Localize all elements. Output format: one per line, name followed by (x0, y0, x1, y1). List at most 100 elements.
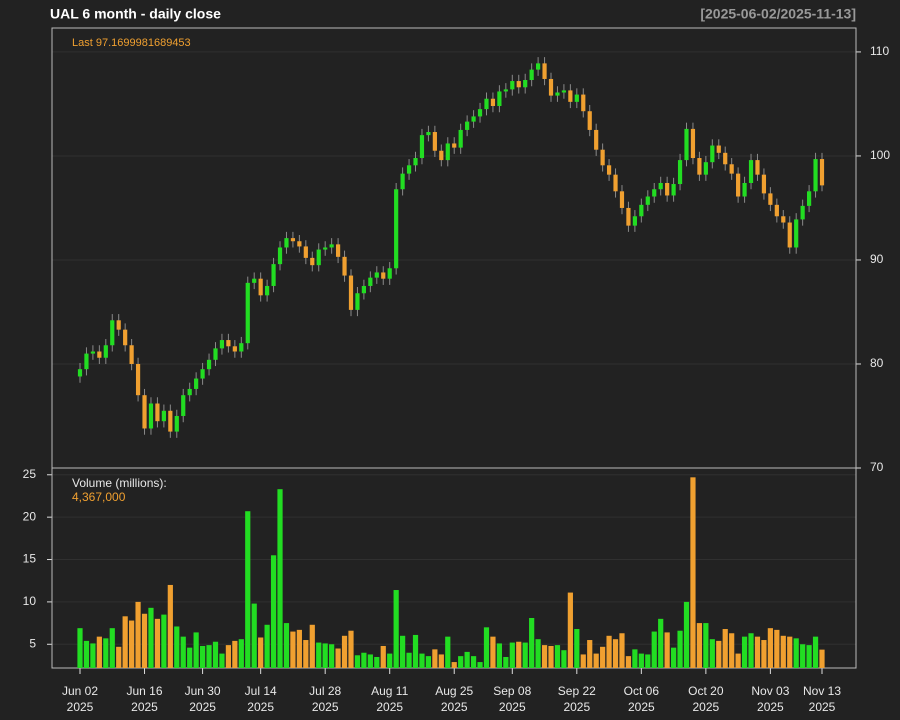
candle-body (329, 244, 334, 248)
volume-bar (561, 650, 567, 668)
y-tick-label: 70 (870, 460, 884, 474)
candle-body (277, 247, 283, 265)
volume-bar (716, 640, 722, 668)
volume-bar (606, 635, 612, 668)
volume-bar (270, 555, 277, 668)
candle-body (310, 257, 315, 266)
y-tick-label: 20 (23, 509, 37, 523)
candle-body (742, 182, 747, 197)
volume-bar (225, 645, 231, 668)
candle-body (445, 143, 450, 161)
candle-body (542, 63, 547, 79)
candle-body (271, 264, 276, 286)
candle-body (84, 353, 89, 370)
candle-body (813, 159, 818, 192)
candle-body (613, 174, 618, 192)
candle-body (206, 359, 212, 370)
volume-last: 4,367,000 (72, 490, 126, 504)
x-tick-label: Oct 20 2025 (688, 684, 724, 714)
volume-bar (419, 653, 425, 668)
volume-bar (245, 511, 251, 668)
x-tick-label: Jul 28 2025 (309, 684, 342, 714)
volume-bar (477, 662, 483, 668)
y-tick-label: 10 (23, 594, 37, 608)
volume-bar (251, 603, 257, 668)
candle-body (374, 272, 379, 278)
volume-bar (509, 642, 515, 668)
candle-body (187, 388, 192, 396)
volume-bar (658, 618, 664, 668)
volume-bar (651, 631, 657, 668)
candle-body (284, 238, 289, 248)
volume-bar (309, 624, 315, 668)
candle-body (755, 160, 760, 175)
volume-bar (754, 636, 761, 668)
candle-body (806, 191, 812, 206)
candle-body (265, 285, 270, 296)
candle-body (135, 363, 141, 396)
volume-bar (206, 645, 212, 668)
candle-body (800, 205, 805, 220)
candle-body (768, 193, 773, 205)
candle-body (652, 189, 657, 197)
volume-bar (600, 646, 606, 668)
x-tick-label: Jun 16 2025 (126, 684, 163, 714)
volume-bar (96, 636, 102, 668)
volume-bar (774, 629, 780, 668)
volume-bar (496, 643, 502, 668)
volume-bar (400, 635, 406, 668)
date-range: [2025-06-02/2025-11-13] (700, 6, 856, 22)
candle-body (716, 145, 721, 153)
candle-body (361, 285, 366, 294)
volume-bar (677, 630, 683, 668)
candle-body (200, 369, 205, 379)
volume-bar (593, 653, 599, 668)
volume-bar (129, 620, 135, 668)
volume-bar (632, 649, 638, 668)
candle-body (587, 111, 592, 130)
candle-body (323, 247, 328, 250)
volume-bar (735, 653, 741, 668)
y-tick-label: 90 (870, 252, 884, 266)
candle-body (729, 164, 734, 174)
volume-bar (277, 489, 283, 668)
candle-body (723, 152, 728, 165)
volume-bar (374, 656, 380, 668)
volume-bar (722, 629, 728, 668)
x-tick-label: Aug 11 2025 (371, 684, 409, 714)
volume-bar (664, 632, 670, 668)
chart-title: UAL 6 month - daily close (50, 6, 221, 22)
x-tick-label: Aug 25 2025 (435, 684, 474, 714)
volume-bar (135, 601, 141, 668)
candle-body (548, 78, 554, 96)
candle-body (303, 246, 308, 258)
volume-bar (109, 628, 115, 668)
candle-body (645, 196, 650, 205)
candle-body (129, 345, 134, 364)
volume-bar (541, 645, 548, 668)
candle-body (819, 159, 825, 186)
candle-body (413, 158, 418, 166)
volume-bar (290, 631, 296, 668)
candle-body (490, 98, 496, 107)
volume-bar (380, 645, 386, 668)
candle-body (600, 149, 605, 166)
volume-bar (522, 642, 528, 668)
candle-body (258, 278, 263, 296)
volume-bar (193, 632, 199, 668)
volume-bar (729, 633, 735, 668)
volume-label: Volume (millions): (72, 476, 167, 490)
volume-bar (116, 646, 122, 668)
volume-bar (180, 636, 186, 668)
y-tick-label: 15 (23, 552, 37, 566)
volume-bar (800, 644, 806, 668)
candle-body (561, 90, 567, 93)
volume-bar (103, 638, 109, 668)
volume-bar (122, 616, 128, 668)
volume-bar (341, 635, 348, 668)
candle-body (297, 241, 302, 247)
candle-body (439, 150, 444, 161)
volume-bar (748, 633, 754, 668)
candle-body (581, 94, 586, 112)
candle-body (194, 378, 199, 389)
